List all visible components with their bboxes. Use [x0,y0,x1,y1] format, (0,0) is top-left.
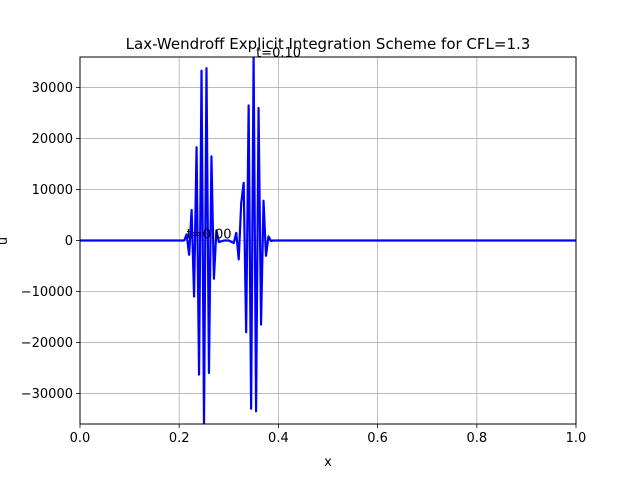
y-tick-label: −10000 [21,285,73,300]
chart-title: Lax-Wendroff Explicit Integration Scheme… [126,35,531,53]
annotations: t=0.00 t=0.10 [187,46,301,242]
x-tick-label: 0.2 [169,431,190,446]
time-annotation: t=0.10 [256,46,301,61]
x-tick-label: 0.6 [367,431,388,446]
x-tick-label: 0.0 [70,431,91,446]
ticks: 0.0 0.2 0.4 0.6 0.8 1.0 −30000 −20000 −10000 0 100… [21,81,587,446]
y-tick-label: 30000 [32,81,73,96]
series-line [80,57,576,424]
y-axis-label: u [0,237,11,245]
x-tick-label: 0.4 [268,431,289,446]
x-axis-label: x [324,455,332,470]
x-tick-label: 1.0 [566,431,587,446]
y-tick-label: −30000 [21,387,73,402]
x-tick-label: 0.8 [466,431,487,446]
y-tick-label: 20000 [32,132,73,147]
y-tick-label: 0 [65,234,73,249]
y-tick-label: −20000 [21,336,73,351]
time-annotation: t=0.00 [187,227,232,242]
series-group [80,57,576,424]
y-tick-label: 10000 [32,183,73,198]
